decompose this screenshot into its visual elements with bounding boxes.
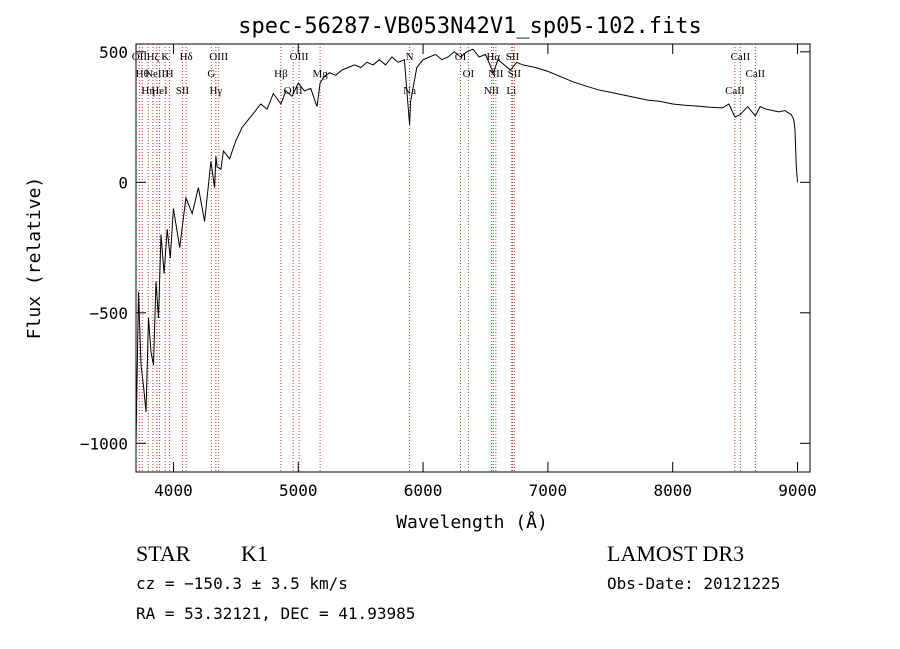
spectral-line-label: CaII xyxy=(725,85,745,97)
spectral-line-label: K xyxy=(161,51,169,63)
spectral-line-label: Mg xyxy=(312,68,328,80)
y-tick-label: −1000 xyxy=(80,434,128,453)
spectral-line-label: Hζ xyxy=(147,51,160,63)
x-tick-label: 9000 xyxy=(778,481,817,500)
x-axis-ticks: 4000 5000 6000 7000 8000 9000 xyxy=(154,44,817,500)
object-subclass: K1 xyxy=(241,541,268,566)
x-tick-label: 4000 xyxy=(154,481,193,500)
obs-date: Obs-Date: 20121225 xyxy=(607,574,780,593)
spectrum-line xyxy=(135,48,798,444)
spectral-line-label: N xyxy=(406,51,414,63)
spectral-line-label: CaII xyxy=(746,68,766,80)
spectral-line-label: Na xyxy=(403,85,416,97)
spectral-line-markers xyxy=(138,44,756,472)
spectral-line-label: Li xyxy=(506,85,516,97)
spectral-line-label: NII xyxy=(484,85,500,97)
spectral-line-label: NII xyxy=(488,68,504,80)
object-class: STAR xyxy=(136,541,191,566)
spectral-line-label: Hα xyxy=(486,51,500,63)
chart-title: spec-56287-VB053N42V1_sp05-102.fits xyxy=(238,14,702,39)
spectral-line-label: OIII xyxy=(290,51,309,63)
spectral-line-label: CaII xyxy=(731,51,751,63)
spectral-line-label: SII xyxy=(176,85,190,97)
y-axis-ticks: −1000 −500 0 500 xyxy=(80,43,810,453)
y-axis-label: Flux (relative) xyxy=(24,177,45,340)
x-tick-label: 7000 xyxy=(529,481,568,500)
spectral-line-label: G xyxy=(207,68,215,80)
spectral-line-labels: OIIHθHηHζNeIIIHeIKHSIIHδGHγOIIIHβOIIIOII… xyxy=(132,51,766,97)
spectral-line-label: HeI xyxy=(151,85,168,97)
spectral-line-label: OII xyxy=(132,51,148,63)
survey-name: LAMOST DR3 xyxy=(607,541,744,566)
spectral-line-label: NeIII xyxy=(145,68,169,80)
spectral-line-label: Hδ xyxy=(180,51,193,63)
spectral-line-label: Hγ xyxy=(209,85,222,97)
x-tick-label: 5000 xyxy=(279,481,318,500)
spectral-line-label: Hη xyxy=(141,85,155,97)
spectral-line-label: Hβ xyxy=(274,68,288,80)
spectral-line-label: OIII xyxy=(284,85,303,97)
x-axis-label: Wavelength (Å) xyxy=(396,511,548,533)
spectral-line-label: SII xyxy=(506,51,520,63)
spectral-line-label: Hθ xyxy=(136,68,149,80)
spectral-line-label: OI xyxy=(463,68,475,80)
redshift-readout: cz = −150.3 ± 3.5 km/s xyxy=(136,574,348,593)
y-tick-label: 0 xyxy=(118,173,128,192)
spectral-line-label: OIII xyxy=(209,51,228,63)
plot-frame xyxy=(135,43,811,473)
x-tick-label: 6000 xyxy=(404,481,443,500)
spectral-line-label: H xyxy=(166,68,174,80)
y-tick-label: −500 xyxy=(89,304,128,323)
y-tick-label: 500 xyxy=(99,43,128,62)
x-tick-label: 8000 xyxy=(653,481,692,500)
spectral-line-label: SII xyxy=(508,68,522,80)
coordinates: RA = 53.32121, DEC = 41.93985 xyxy=(136,604,415,623)
